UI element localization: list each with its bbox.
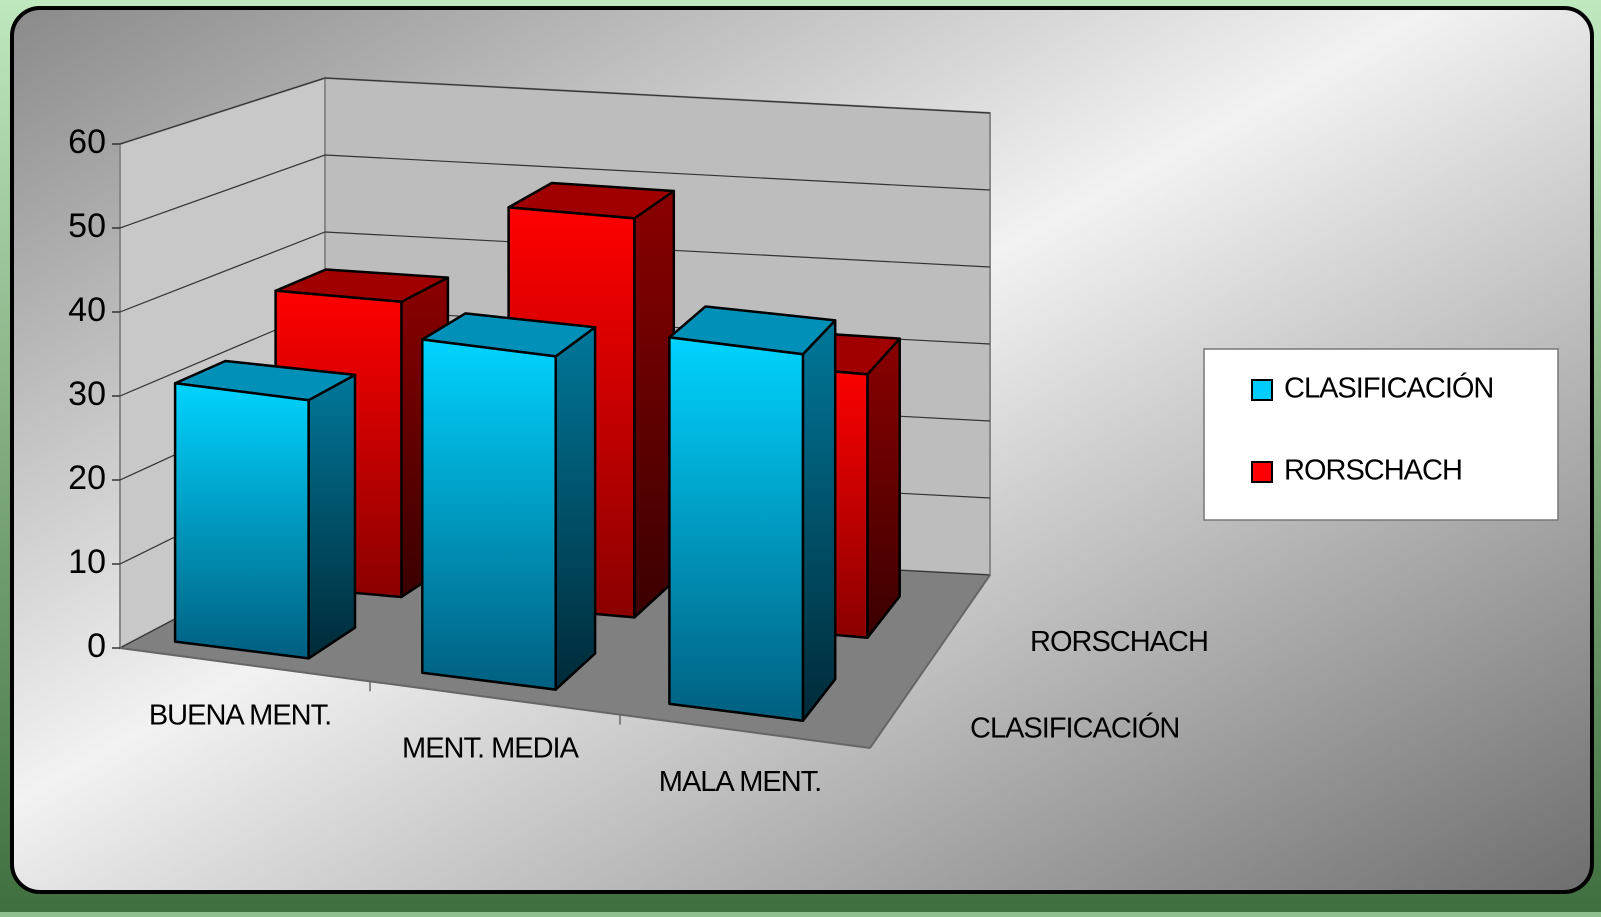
y-tick-label: 0 <box>87 627 106 665</box>
y-tick-label: 60 <box>68 123 106 161</box>
bar-side <box>307 373 357 660</box>
plot: 0 10 20 30 40 50 60 BUENA MENT. MENT. MEDIA MALA … <box>68 76 1209 798</box>
depth-tick-label: CLASIFICACIÓN <box>970 711 1179 744</box>
x-tick-label: MALA MENT. <box>659 766 821 798</box>
bar <box>173 382 310 660</box>
legend-label: RORSCHACH <box>1284 455 1462 487</box>
legend-swatch <box>1251 461 1273 483</box>
legend-label: CLASIFICACIÓN <box>1284 372 1493 405</box>
bar-side <box>801 319 837 722</box>
y-tick-label: 20 <box>68 459 106 497</box>
y-tick-label: 10 <box>68 543 106 581</box>
bar <box>668 336 805 722</box>
bar-side <box>633 189 676 619</box>
y-tick-label: 50 <box>68 207 106 245</box>
grid-line <box>119 77 991 145</box>
legend <box>1203 348 1559 521</box>
bar-side <box>554 326 597 691</box>
depth-axis-line <box>869 574 991 749</box>
depth-tick-label: RORSCHACH <box>1030 626 1208 658</box>
bar-side <box>866 337 901 639</box>
x-tick-label: BUENA MENT. <box>149 699 331 731</box>
legend-swatch <box>1251 379 1273 401</box>
y-tick-label: 40 <box>68 291 106 329</box>
grid-line <box>119 231 991 313</box>
x-axis-line <box>119 647 871 749</box>
y-tick-label: 30 <box>68 375 106 413</box>
x-tick-label: MENT. MEDIA <box>402 733 580 765</box>
grid-line <box>119 154 991 229</box>
bar <box>421 338 557 691</box>
